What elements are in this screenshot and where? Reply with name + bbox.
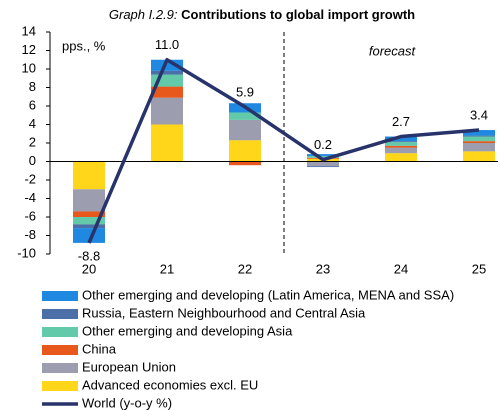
data-label: -8.8 (78, 248, 100, 263)
legend-swatch (42, 309, 78, 319)
y-tick-label: -6 (24, 208, 36, 223)
legend-swatch (42, 291, 78, 301)
y-tick-label: 4 (29, 116, 36, 131)
forecast-annotation: forecast (369, 43, 417, 58)
bar-segment (73, 161, 105, 190)
legend-swatch (42, 327, 78, 337)
y-tick-label: 6 (29, 97, 36, 112)
y-tick-label: -4 (24, 190, 36, 205)
x-tick-label: 22 (238, 261, 252, 276)
bar-segment (151, 124, 183, 162)
legend-label: Other emerging and developing Asia (82, 323, 293, 338)
y-tick-label: 8 (29, 79, 36, 94)
chart-title: Graph I.2.9: Contributions to global imp… (109, 7, 415, 22)
data-label: 2.7 (392, 114, 410, 129)
x-tick-label: 21 (160, 261, 174, 276)
bar-segment (307, 166, 339, 168)
bar-segment (151, 70, 183, 75)
x-tick-label: 24 (394, 261, 408, 276)
data-label: 11.0 (155, 37, 179, 52)
bar-segment (307, 155, 339, 158)
bar-segment (73, 228, 105, 243)
data-label: 0.2 (314, 137, 332, 152)
legend-label: Advanced economies excl. EU (82, 377, 258, 392)
legend-swatch (42, 345, 78, 355)
data-label: 5.9 (236, 84, 254, 99)
y-tick-label: 14 (22, 23, 36, 38)
bar-segment (385, 147, 417, 154)
y-tick-label: 12 (22, 42, 36, 57)
x-tick-label: 23 (316, 261, 330, 276)
title-label: Graph I.2.9: (109, 7, 178, 22)
bar-segment (307, 161, 339, 167)
legend-label: Russia, Eastern Neighbourhood and Centra… (82, 305, 366, 320)
x-tick-label: 20 (82, 261, 96, 276)
bar-segment (229, 140, 261, 162)
y-axis-label: pps., % (62, 38, 106, 53)
bar-segment (463, 135, 495, 137)
bar-segment (73, 211, 105, 217)
bar-segment (73, 217, 105, 225)
legend-swatch (42, 363, 78, 373)
y-tick-label: -10 (17, 245, 36, 260)
bar-segment (385, 153, 417, 162)
bar-segment (463, 143, 495, 152)
legend-swatch (42, 381, 78, 391)
legend-label: World (y-o-y %) (82, 395, 172, 410)
bar-segment (151, 59, 183, 71)
bar-segment (463, 151, 495, 162)
title-text: Contributions to global import growth (181, 7, 415, 22)
bar-segment (151, 86, 183, 98)
y-tick-label: 2 (29, 134, 36, 149)
legend-label: China (82, 341, 117, 356)
bar-segment (229, 119, 261, 141)
y-tick-label: 0 (29, 153, 36, 168)
bar-segment (229, 161, 261, 166)
y-tick-label: -2 (24, 171, 36, 186)
bar-segment (229, 112, 261, 120)
bar-segment (385, 145, 417, 148)
bar-segment (463, 130, 495, 136)
y-tick-label: -8 (24, 227, 36, 242)
legend-label: European Union (82, 359, 176, 374)
data-label: 3.4 (470, 107, 488, 122)
bar-segment (463, 136, 495, 142)
bar-segment (307, 154, 339, 156)
line (87, 58, 480, 244)
bar-segment (385, 142, 417, 146)
bar-segment (385, 136, 417, 142)
x-tick-label: 25 (472, 261, 486, 276)
bar-segment (385, 141, 417, 143)
bar-segment (73, 189, 105, 212)
y-tick-label: 10 (22, 60, 36, 75)
bar-segment (73, 224, 105, 229)
legend-label: Other emerging and developing (Latin Ame… (82, 287, 454, 302)
bar-segment (151, 97, 183, 125)
bar-segment (463, 141, 495, 143)
